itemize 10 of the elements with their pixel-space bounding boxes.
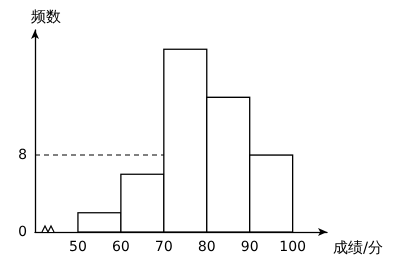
x-tick-label: 90 — [240, 239, 259, 255]
x-axis-title: 成绩/分 — [333, 238, 384, 256]
y-tick-label: 8 — [18, 147, 27, 164]
x-tick-label: 80 — [198, 239, 216, 255]
x-tick-label: 100 — [279, 239, 306, 255]
y-tick-label: 0 — [18, 224, 27, 240]
x-tick-label: 60 — [112, 239, 130, 255]
x-tick-label: 50 — [69, 239, 87, 255]
y-axis-title: 频数 — [31, 8, 61, 26]
x-tick-label: 70 — [154, 239, 173, 255]
